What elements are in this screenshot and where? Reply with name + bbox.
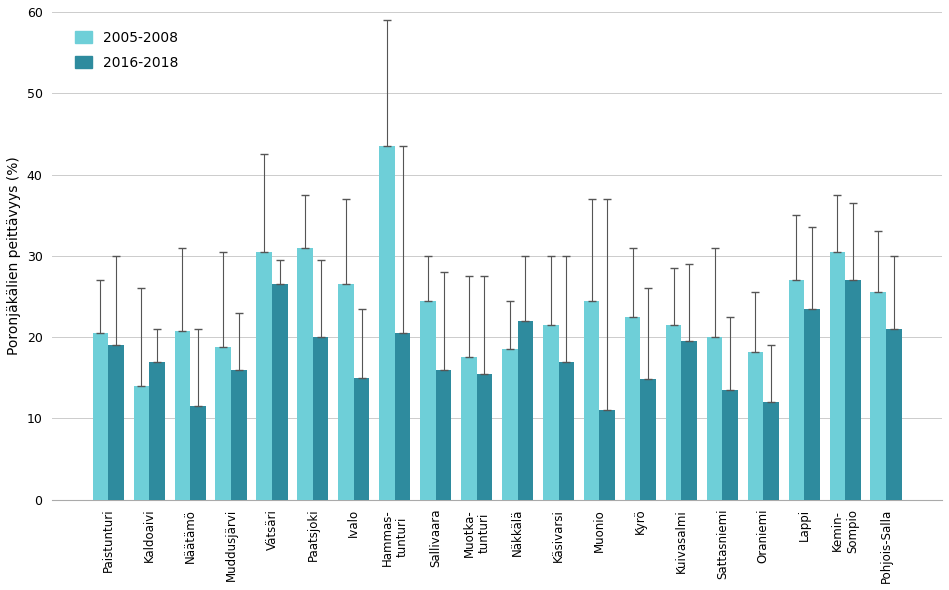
Bar: [681, 341, 697, 500]
Bar: [256, 252, 272, 500]
Bar: [175, 330, 190, 500]
Legend: 2005-2008, 2016-2018: 2005-2008, 2016-2018: [68, 24, 185, 77]
Bar: [707, 337, 722, 500]
Bar: [215, 347, 231, 500]
Bar: [600, 410, 615, 500]
Bar: [395, 333, 410, 500]
Bar: [763, 402, 779, 500]
Bar: [338, 284, 354, 500]
Bar: [354, 378, 369, 500]
Bar: [149, 362, 165, 500]
Bar: [190, 407, 206, 500]
Bar: [420, 300, 436, 500]
Bar: [559, 362, 574, 500]
Bar: [846, 280, 861, 500]
Bar: [624, 317, 641, 500]
Bar: [641, 379, 656, 500]
Bar: [272, 284, 288, 500]
Bar: [461, 358, 476, 500]
Bar: [476, 373, 493, 500]
Bar: [804, 309, 820, 500]
Bar: [502, 349, 517, 500]
Bar: [829, 252, 846, 500]
Bar: [93, 333, 108, 500]
Bar: [313, 337, 328, 500]
Bar: [722, 390, 738, 500]
Bar: [543, 325, 559, 500]
Bar: [748, 352, 763, 500]
Bar: [380, 146, 395, 500]
Bar: [789, 280, 804, 500]
Bar: [134, 386, 149, 500]
Bar: [517, 321, 533, 500]
Bar: [231, 370, 247, 500]
Bar: [870, 293, 886, 500]
Y-axis label: Poronjäkälien peittävyys (%): Poronjäkälien peittävyys (%): [7, 156, 21, 355]
Bar: [108, 345, 123, 500]
Bar: [886, 329, 902, 500]
Bar: [436, 370, 452, 500]
Bar: [297, 248, 313, 500]
Bar: [584, 300, 600, 500]
Bar: [666, 325, 681, 500]
